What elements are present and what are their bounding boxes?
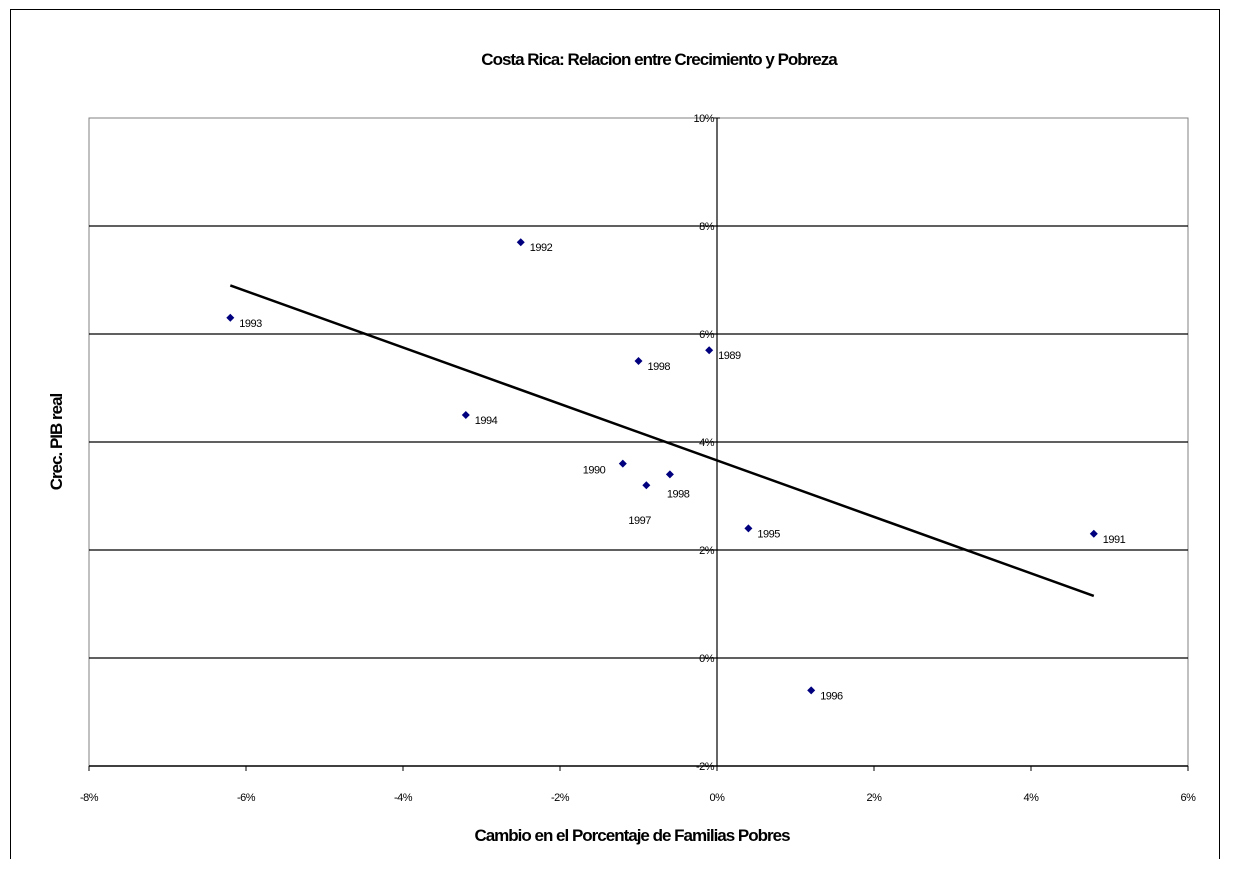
- data-point-1998-9: [665, 470, 674, 479]
- data-point-1993-4: [226, 313, 235, 322]
- data-label-1991-2: 1991: [1103, 534, 1126, 546]
- x-tick-label-6: 4%: [1024, 792, 1040, 804]
- data-point-1991-2: [1089, 529, 1098, 538]
- trendline: [229, 284, 1095, 598]
- x-tick-label-7: 6%: [1181, 792, 1197, 804]
- data-label-1990-1: 1990: [583, 465, 606, 477]
- data-label-1997-8: 1997: [628, 515, 651, 527]
- data-point-1995-6: [744, 524, 753, 533]
- data-label-1994-5: 1994: [475, 415, 498, 427]
- y-tick-label-2: 2%: [699, 545, 715, 557]
- data-label-1996-7: 1996: [820, 690, 843, 702]
- x-tick-label-2: -4%: [394, 792, 413, 804]
- x-tick-label-0: -8%: [80, 792, 99, 804]
- y-tick-label-6: 10%: [693, 113, 714, 125]
- y-tick-label-3: 4%: [699, 437, 715, 449]
- trendline-layer: [229, 284, 1095, 598]
- data-label-1998-10: 1998: [648, 361, 671, 373]
- axes: -2% 0% 2% 4% 6% 8% 10% -8% -6% -4% -2% 0% 2% 4% 6%: [80, 113, 1197, 804]
- data-point-1992-3: [516, 238, 525, 247]
- x-tick-label-1: -6%: [237, 792, 256, 804]
- data-labels: 1989 1990 1991 1992 1993 1994 1995 1996 1997 1998…: [239, 242, 1126, 702]
- y-tick-label-5: 8%: [699, 221, 715, 233]
- data-point-1989-0: [705, 346, 714, 355]
- y-tick-label-1: 0%: [699, 653, 715, 665]
- data-label-1998-9: 1998: [667, 488, 690, 500]
- data-point-1996-7: [807, 686, 816, 695]
- data-point-1998-10: [634, 357, 643, 365]
- data-points: [226, 238, 1098, 695]
- data-point-1997-8: [642, 481, 651, 490]
- y-tick-label-4: 6%: [699, 329, 715, 341]
- x-tick-label-3: -2%: [551, 792, 570, 804]
- x-tick-label-4: 0%: [710, 792, 726, 804]
- chart-title: Costa Rica: Relacion entre Crecimiento y…: [481, 50, 838, 69]
- x-tick-label-5: 2%: [867, 792, 883, 804]
- y-axis-title: Crec. PIB real: [47, 393, 66, 490]
- data-point-1994-5: [461, 411, 470, 419]
- gridlines: [89, 225, 1188, 659]
- data-label-1995-6: 1995: [757, 528, 780, 540]
- data-label-1989-0: 1989: [718, 350, 741, 362]
- data-label-1993-4: 1993: [239, 318, 262, 330]
- x-axis-title: Cambio en el Porcentaje de Familias Pobr…: [474, 826, 790, 845]
- data-label-1992-3: 1992: [530, 242, 553, 254]
- y-tick-label-0: -2%: [696, 761, 715, 773]
- data-point-1990-1: [618, 459, 627, 468]
